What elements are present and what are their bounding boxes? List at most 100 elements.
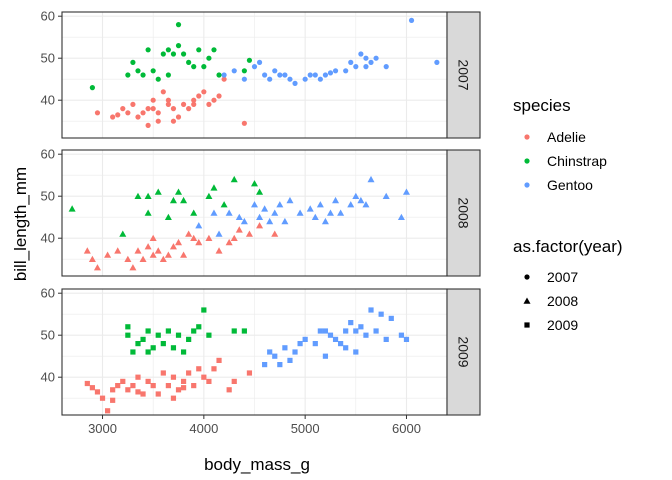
data-point [180,385,187,391]
data-point [186,336,192,342]
y-tick-label: 50 [41,189,55,204]
data-point [348,320,354,326]
data-point [154,247,162,254]
data-point [165,328,171,334]
data-point [170,345,177,351]
data-point [216,93,222,99]
data-point [130,101,136,107]
data-point [165,72,171,78]
series-chinstrap [89,22,253,91]
data-point [220,201,228,208]
data-point [160,341,166,347]
data-point [191,64,197,70]
legend-label-chinstrap: Chinstrap [547,153,607,169]
legend-label-gentoo: Gentoo [547,177,593,193]
legend-species-title: species [513,96,571,115]
data-point [180,51,187,57]
data-point [327,70,334,76]
data-point [196,366,202,372]
y-tick-label: 50 [41,328,55,343]
legend-key-chinstrap [524,158,530,164]
data-point [150,345,156,351]
data-point [175,387,182,393]
data-point [216,357,222,363]
data-point [353,349,359,355]
data-point [180,349,187,355]
data-point [110,114,116,120]
data-point [251,64,258,70]
y-tick-label: 60 [41,147,55,162]
data-point [185,230,193,237]
data-point [159,255,167,263]
data-point [160,89,166,95]
data-point [150,106,156,112]
data-point [282,72,288,78]
data-point [250,180,259,187]
data-point [155,391,161,397]
series-adelie [83,222,279,271]
data-point [245,230,253,237]
data-point [115,383,121,389]
data-point [230,234,238,242]
data-point [140,391,146,397]
series-gentoo [195,175,410,237]
data-point [241,328,247,334]
data-point [175,188,183,195]
data-point [135,68,141,74]
data-point [115,112,121,118]
data-point [175,238,183,246]
data-point [271,209,279,216]
data-point [206,55,212,61]
data-point [110,387,116,393]
data-point [353,64,359,70]
data-point [296,209,304,216]
data-point [363,64,369,70]
data-point [225,209,233,216]
data-point [201,89,207,95]
data-point [337,209,345,216]
data-point [311,213,319,221]
data-point [281,217,289,225]
data-point [175,43,182,49]
data-point [316,201,324,208]
data-point [373,55,379,61]
data-point [221,72,227,78]
data-point [114,247,122,254]
data-point [256,213,264,221]
data-point [332,196,340,204]
data-point [120,106,126,112]
data-point [140,110,146,116]
data-point [262,362,268,368]
data-point [241,76,247,82]
legend-label-2009: 2009 [547,317,578,333]
data-point [292,80,298,86]
data-point [89,85,95,91]
data-point [150,68,156,74]
data-point [170,118,177,124]
data-point [206,378,212,384]
legend-key-2009 [524,322,530,328]
data-point [88,255,96,263]
data-point [322,328,329,334]
data-point [195,222,203,229]
data-point [317,76,323,82]
data-point [358,324,364,330]
data-point [191,101,197,107]
data-point [266,217,274,225]
legend-label-2007: 2007 [547,269,578,285]
facet-strip-label: 2007 [456,59,472,90]
data-point [382,192,390,200]
y-tick-label: 40 [41,93,55,108]
data-point [373,328,379,334]
data-point [271,230,279,237]
data-point [196,47,202,53]
series-gentoo [221,17,440,86]
data-point [149,234,157,242]
data-point [191,383,197,389]
facet-strip-label: 2008 [456,197,472,228]
data-point [186,370,192,376]
data-point [169,243,177,250]
data-point [145,106,151,112]
data-point [205,234,213,242]
data-point [332,68,339,74]
